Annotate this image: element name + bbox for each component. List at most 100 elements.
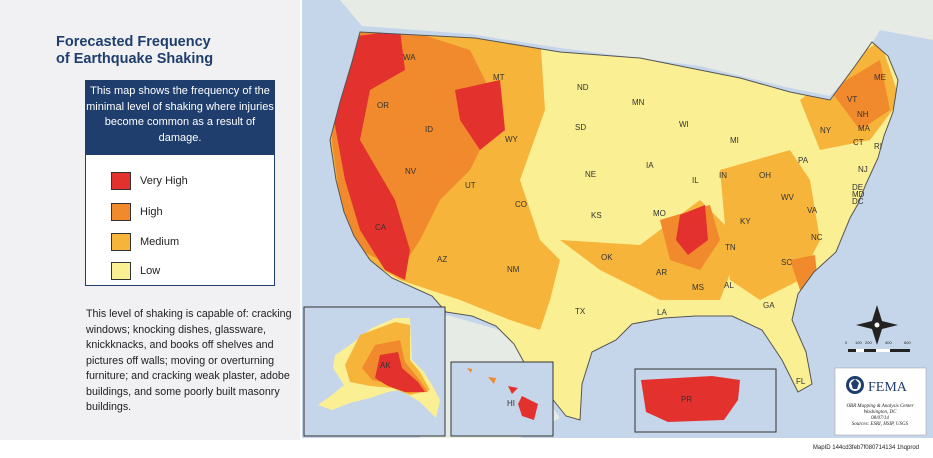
state-label-mi: MI — [730, 136, 739, 145]
legend-swatch-low — [111, 262, 131, 280]
state-label-il: IL — [692, 176, 699, 185]
hawaii-inset: HI — [450, 361, 554, 437]
state-label-me: ME — [874, 73, 886, 82]
state-label-ne: NE — [585, 170, 596, 179]
state-label-ut: UT — [465, 181, 476, 190]
state-label-ky: KY — [740, 217, 751, 226]
state-label-al: AL — [724, 281, 734, 290]
state-label-oh: OH — [759, 171, 771, 180]
scale-bar: 0 100 200 400 600 — [845, 340, 911, 352]
scale-tick-0: 0 — [845, 340, 848, 345]
state-label-id: ID — [425, 125, 433, 134]
legend-item-very-high: Very High — [111, 172, 188, 190]
state-label-ga: GA — [763, 301, 775, 310]
alaska-inset: AK — [303, 306, 446, 437]
legend-label-low: Low — [140, 265, 161, 277]
state-label-wi: WI — [679, 120, 689, 129]
state-labels: WA OR CA ID NV MT WY UT AZ CO NM ND SD N… — [375, 53, 886, 386]
credit-line-2: Washington, DC — [864, 410, 898, 415]
puerto-rico-island — [641, 376, 740, 422]
alaska-very-high-zone — [375, 352, 425, 392]
legend-item-low: Low — [111, 262, 160, 280]
fema-logo-text: FEMA — [868, 380, 908, 395]
state-label-nv: NV — [405, 167, 417, 176]
credit-line-1: OBR Mapping & Analysis Center — [846, 404, 913, 409]
state-label-ca: CA — [375, 223, 387, 232]
state-label-ms: MS — [692, 283, 704, 292]
new-madrid-very-high-zone — [676, 205, 708, 255]
credit-line-4: Sources: ESRI, HSIP, USGS — [852, 422, 909, 427]
scale-tick-400: 400 — [885, 340, 892, 345]
legend-label-high: High — [140, 206, 163, 218]
legend: Very High High Medium Low — [85, 154, 275, 286]
hawaii-island-oahu — [488, 377, 496, 384]
state-label-pr: PR — [681, 395, 692, 404]
state-label-de: DE — [852, 183, 863, 192]
state-label-wv: WV — [781, 193, 795, 202]
state-label-ny: NY — [820, 126, 832, 135]
map-title-line1: Forecasted Frequency — [56, 34, 211, 50]
scale-tick-100: 100 — [855, 340, 862, 345]
map-id: MapID 144cd3feb7f080714134 1hqprod — [812, 445, 919, 451]
state-label-mn: MN — [632, 98, 645, 107]
legend-label-medium: Medium — [140, 236, 180, 248]
state-label-la: LA — [657, 308, 667, 317]
state-label-ct: CT — [853, 138, 864, 147]
state-label-nj: NJ — [858, 165, 868, 174]
state-label-nm: NM — [507, 265, 520, 274]
state-label-tx: TX — [575, 307, 586, 316]
hawaii-island-big — [518, 396, 538, 420]
state-label-ak: AK — [380, 361, 391, 370]
state-label-nh: NH — [857, 110, 869, 119]
state-label-sc: SC — [781, 258, 792, 267]
fema-credit-box: FEMA OBR Mapping & Analysis Center Washi… — [834, 367, 927, 436]
west-coast-very-high-zone — [330, 32, 410, 280]
state-label-va: VA — [807, 206, 818, 215]
state-label-nc: NC — [811, 233, 823, 242]
conus-hazard-zones — [330, 32, 898, 420]
earthquake-map: WA OR CA ID NV MT WY UT AZ CO NM ND SD N… — [302, 0, 933, 438]
state-label-ks: KS — [591, 211, 602, 220]
state-label-vt: VT — [847, 95, 857, 104]
state-label-nd: ND — [577, 83, 589, 92]
legend-swatch-medium — [111, 233, 131, 251]
state-label-fl: FL — [796, 377, 806, 386]
state-label-hi: HI — [507, 399, 515, 408]
state-label-dc: DC — [852, 197, 864, 206]
hawaii-inset-frame — [450, 361, 554, 437]
legend-item-high: High — [111, 203, 163, 221]
state-label-ri: RI — [874, 142, 882, 151]
state-label-ma: MA — [858, 124, 871, 133]
legend-label-very-high: Very High — [140, 175, 188, 187]
state-label-md: MD — [852, 190, 865, 199]
state-label-ar: AR — [656, 268, 667, 277]
state-label-tn: TN — [725, 243, 736, 252]
state-label-ia: IA — [646, 161, 654, 170]
state-label-sd: SD — [575, 123, 586, 132]
hawaii-island-kauai — [467, 368, 472, 373]
state-label-mo: MO — [653, 209, 666, 218]
state-label-ok: OK — [601, 253, 613, 262]
state-label-in: IN — [719, 171, 727, 180]
map-title: Forecasted Frequency of Earthquake Shaki… — [56, 34, 296, 68]
state-label-or: OR — [377, 101, 389, 110]
description-box: This map shows the frequency of the mini… — [85, 80, 275, 154]
state-label-pa: PA — [798, 156, 809, 165]
hawaii-island-maui — [508, 386, 518, 394]
state-label-mt: MT — [493, 73, 505, 82]
new-england-high-zone — [830, 60, 890, 130]
legend-swatch-high — [111, 203, 131, 221]
state-label-wy: WY — [505, 135, 519, 144]
north-arrow-icon — [856, 305, 898, 345]
state-label-az: AZ — [437, 255, 447, 264]
state-label-wa: WA — [403, 53, 416, 62]
legend-swatch-very-high — [111, 172, 131, 190]
scale-tick-600: 600 — [904, 340, 911, 345]
state-label-co: CO — [515, 200, 527, 209]
canada-land — [302, 0, 933, 96]
shaking-effects-text: This level of shaking is capable of: cra… — [86, 308, 292, 413]
legend-item-medium: Medium — [111, 233, 179, 251]
map-title-line2: of Earthquake Shaking — [56, 51, 214, 67]
credit-line-3: 08/07/14 — [871, 416, 889, 421]
scale-tick-200: 200 — [865, 340, 872, 345]
